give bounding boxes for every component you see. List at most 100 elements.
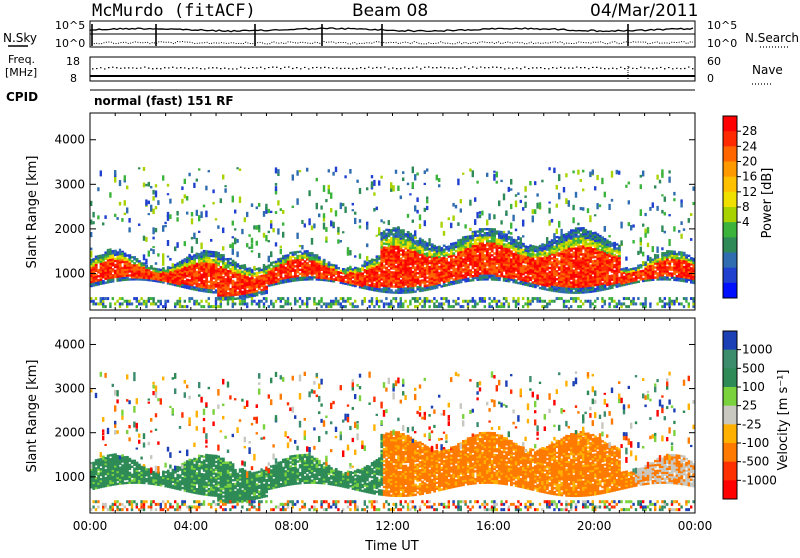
heatmap-cell [224, 258, 227, 260]
heatmap-cell [510, 236, 513, 238]
heatmap-cell [224, 297, 226, 300]
heatmap-cell [575, 247, 578, 249]
heatmap-cell [282, 222, 284, 225]
heatmap-cell [179, 261, 182, 263]
heatmap-cell [121, 267, 124, 269]
heatmap-cell [277, 297, 279, 300]
heatmap-cell [419, 297, 421, 300]
heatmap-cell [546, 302, 548, 305]
heatmap-cell [311, 252, 314, 254]
heatmap-cell [373, 259, 376, 261]
heatmap-cell [272, 305, 274, 308]
heatmap-cell [299, 277, 302, 279]
heatmap-cell [443, 249, 446, 251]
heatmap-cell [287, 302, 289, 305]
heatmap-cell [553, 238, 556, 240]
heatmap-cell [191, 218, 193, 224]
heatmap-cell [371, 181, 373, 187]
heatmap-cell [522, 297, 524, 300]
heatmap-cell [145, 199, 147, 205]
heatmap-cell [188, 300, 190, 303]
heatmap-cell [246, 243, 248, 247]
heatmap-cell [352, 305, 354, 308]
heatmap-cell [112, 268, 115, 270]
heatmap-cell [515, 300, 517, 303]
heatmap-cell [524, 275, 527, 277]
heatmap-cell [119, 202, 121, 206]
heatmap-cell [196, 300, 198, 303]
heatmap-cell [428, 305, 430, 308]
heatmap-cell [450, 271, 453, 273]
heatmap-cell [376, 300, 378, 303]
heatmap-cell [608, 275, 611, 277]
heatmap-cell [654, 266, 657, 268]
heatmap-cell [433, 245, 436, 247]
heatmap-cell [407, 231, 410, 233]
heatmap-cell [301, 262, 304, 264]
heatmap-cell [232, 297, 234, 300]
heatmap-cell [383, 270, 386, 272]
heatmap-cell [469, 228, 471, 231]
heatmap-cell [613, 264, 616, 266]
heatmap-cell [404, 287, 407, 289]
heatmap-cell [546, 237, 548, 244]
heatmap-cell [601, 178, 603, 184]
heatmap-cell [340, 302, 342, 305]
nsky-tick-top: 10^5 [55, 19, 85, 32]
heatmap-cell [565, 267, 568, 269]
heatmap-cell [378, 227, 380, 234]
heatmap-cell [541, 180, 543, 183]
heatmap-cell [611, 300, 613, 303]
heatmap-cell [239, 300, 241, 303]
heatmap-cell [380, 282, 383, 284]
heatmap-cell [308, 297, 310, 300]
heatmap-cell [388, 229, 391, 231]
heatmap-cell [318, 213, 320, 217]
heatmap-cell [325, 199, 327, 202]
heatmap-cell [428, 266, 431, 268]
heatmap-cell [344, 305, 346, 308]
heatmap-cell [392, 271, 395, 273]
heatmap-cell [217, 252, 220, 254]
heatmap-cell [236, 263, 239, 265]
heatmap-cell [491, 300, 493, 303]
heatmap-cell [628, 200, 630, 204]
heatmap-cell [313, 300, 315, 303]
heatmap-cell [390, 302, 392, 305]
heatmap-cell [196, 238, 198, 244]
heatmap-cell [256, 302, 258, 305]
heatmap-cell [395, 251, 398, 253]
heatmap-cell [92, 302, 94, 305]
heatmap-cell [162, 260, 164, 266]
heatmap-cell [436, 305, 438, 308]
heatmap-cell [452, 215, 454, 221]
heatmap-cell [522, 249, 525, 251]
heatmap-cell [342, 297, 344, 300]
heatmap-cell [388, 302, 390, 305]
heatmap-cell [534, 181, 536, 185]
heatmap-cell [524, 265, 527, 267]
heatmap-cell [354, 218, 356, 224]
heatmap-cell [618, 300, 620, 303]
heatmap-cell [208, 281, 211, 283]
heatmap-cell [402, 259, 405, 261]
heatmap-cell [253, 266, 255, 270]
heatmap-cell [304, 223, 306, 227]
heatmap-cell [493, 256, 496, 258]
heatmap-cell [493, 297, 495, 300]
heatmap-cell [568, 200, 570, 207]
heatmap-cell [479, 297, 481, 300]
heatmap-cell [404, 239, 407, 241]
heatmap-cell [637, 281, 640, 283]
heatmap-cell [589, 172, 591, 178]
heatmap-cell [263, 211, 265, 217]
heatmap-cell [491, 228, 494, 230]
heatmap-cell [104, 251, 107, 253]
heatmap-cell [498, 305, 500, 308]
heatmap-cell [527, 297, 529, 300]
heatmap-cell [229, 258, 232, 260]
heatmap-cell [556, 236, 559, 238]
heatmap-cell [246, 212, 248, 217]
heatmap-cell [440, 302, 442, 305]
heatmap-cell [488, 305, 490, 308]
